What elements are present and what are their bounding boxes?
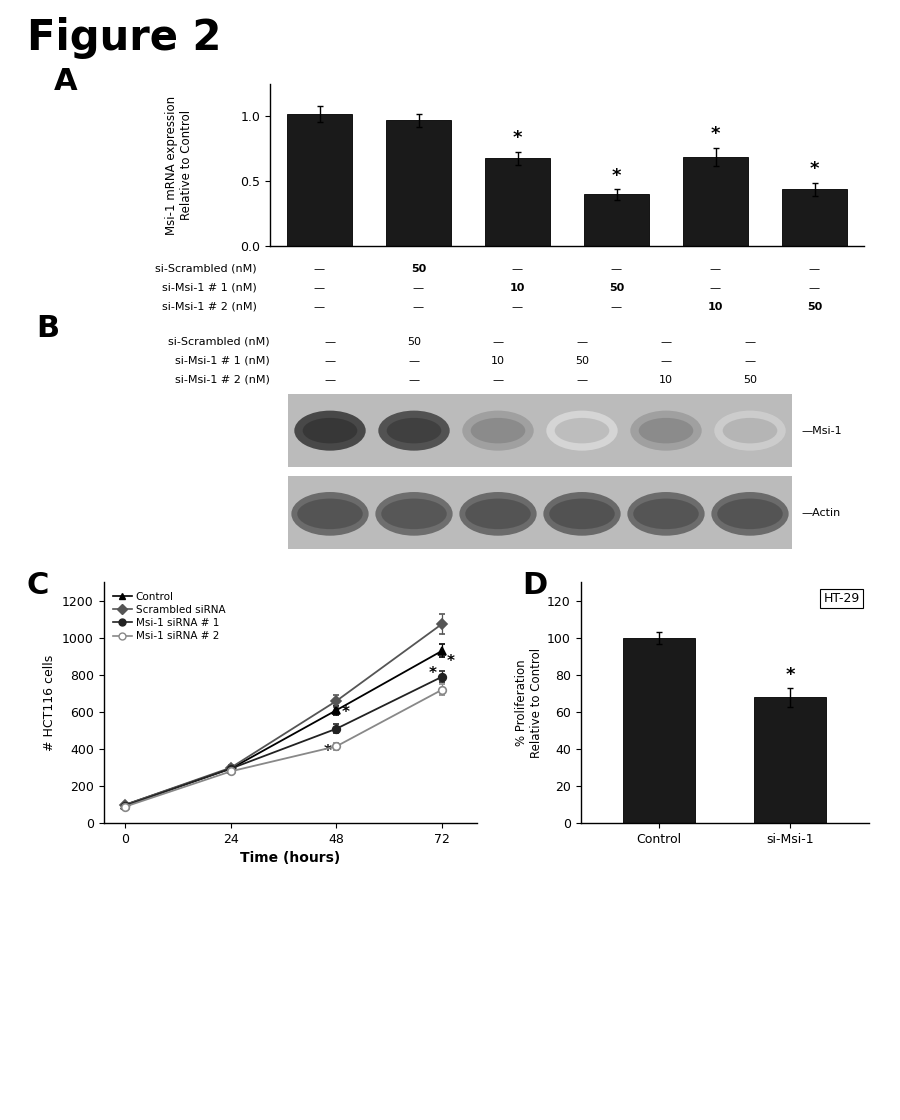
Ellipse shape [459,492,536,535]
Ellipse shape [711,492,788,535]
Text: —: — [661,356,671,365]
Y-axis label: Msi-1 mRNA expression
Relative to Control: Msi-1 mRNA expression Relative to Contro… [165,95,193,235]
Text: B: B [36,314,59,343]
Ellipse shape [549,498,615,529]
Ellipse shape [302,418,357,444]
Ellipse shape [292,492,369,535]
Text: —Actin: —Actin [801,508,841,517]
Text: —: — [661,337,671,346]
Text: 50: 50 [575,356,589,365]
Text: —: — [492,337,504,346]
Text: A: A [54,67,77,96]
Text: —: — [324,356,336,365]
Text: —: — [314,283,325,292]
Text: *: * [810,160,819,178]
Text: 50: 50 [407,337,421,346]
Text: —: — [492,375,504,384]
Bar [623,638,695,823]
Text: *: * [612,167,621,185]
Text: —: — [324,375,336,384]
Text: Figure 2: Figure 2 [27,17,221,58]
Text: —: — [409,375,419,384]
Text: *: * [324,745,331,759]
Text: HT-29: HT-29 [824,592,859,605]
Ellipse shape [723,418,778,444]
Text: *: * [446,654,454,669]
Text: 10: 10 [509,283,526,292]
Text: si-Scrambled (nM): si-Scrambled (nM) [155,264,256,273]
Text: *: * [429,666,437,681]
Text: 50: 50 [807,302,822,311]
Ellipse shape [375,492,453,535]
Text: D: D [522,571,547,600]
Text: —: — [413,302,424,311]
Ellipse shape [463,411,534,450]
Bar [683,157,748,246]
Ellipse shape [627,492,705,535]
Text: *: * [513,129,522,147]
Y-axis label: # HCT116 cells: # HCT116 cells [43,655,57,750]
Text: *: * [711,125,720,143]
Text: *: * [785,666,795,684]
Bar [287,114,352,246]
Text: si-Msi-1 # 2 (nM): si-Msi-1 # 2 (nM) [162,302,256,311]
Ellipse shape [378,411,450,450]
Text: *: * [341,706,349,720]
Text: —: — [512,264,523,273]
Legend: Control, Scrambled siRNA, Msi-1 siRNA # 1, Msi-1 siRNA # 2: Control, Scrambled siRNA, Msi-1 siRNA # … [109,588,230,645]
Text: —Msi-1: —Msi-1 [801,427,842,436]
Ellipse shape [554,418,609,444]
Text: —: — [409,356,419,365]
Text: —: — [744,337,756,346]
Ellipse shape [634,498,698,529]
Text: si-Msi-1 # 1 (nM): si-Msi-1 # 1 (nM) [162,283,256,292]
Text: 10: 10 [491,356,505,365]
Text: C: C [27,571,50,600]
Text: —: — [611,264,622,273]
Ellipse shape [294,411,365,450]
Ellipse shape [465,498,531,529]
Text: —: — [576,375,588,384]
Text: —: — [710,264,721,273]
Text: —: — [324,337,336,346]
Y-axis label: % Proliferation
Relative to Control: % Proliferation Relative to Control [515,647,543,758]
Text: si-Msi-1 # 2 (nM): si-Msi-1 # 2 (nM) [176,375,270,384]
Ellipse shape [717,498,783,529]
Ellipse shape [382,498,446,529]
Text: si-Msi-1 # 1 (nM): si-Msi-1 # 1 (nM) [176,356,270,365]
Bar [754,698,826,823]
Text: —: — [744,356,756,365]
Text: —: — [413,283,424,292]
Text: —: — [710,283,721,292]
X-axis label: Time (hours): Time (hours) [240,851,340,866]
Bar [386,120,451,246]
Text: 10: 10 [659,375,673,384]
Ellipse shape [471,418,526,444]
Ellipse shape [544,492,621,535]
Text: 10: 10 [707,302,724,311]
Text: —: — [314,264,325,273]
Ellipse shape [630,411,702,450]
Ellipse shape [297,498,363,529]
Text: —: — [314,302,325,311]
Bar [584,195,649,246]
Text: —: — [809,264,820,273]
Bar [485,158,550,246]
Text: 50: 50 [743,375,757,384]
Ellipse shape [639,418,693,444]
Ellipse shape [387,418,441,444]
Text: 50: 50 [609,283,624,292]
Text: 50: 50 [411,264,426,273]
Ellipse shape [546,411,617,450]
Text: si-Scrambled (nM): si-Scrambled (nM) [168,337,270,346]
Ellipse shape [715,411,786,450]
Text: —: — [512,302,523,311]
Bar [782,189,847,246]
Text: —: — [576,337,588,346]
Text: —: — [809,283,820,292]
Text: —: — [611,302,622,311]
